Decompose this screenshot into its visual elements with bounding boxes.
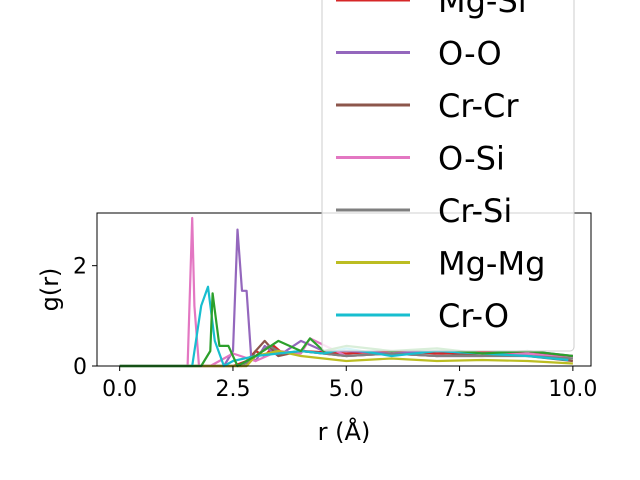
series-line-cr-o <box>119 285 569 368</box>
y-tick-label: 0 <box>73 355 87 380</box>
legend-entry-mg-mg: Mg-Mg <box>438 245 545 283</box>
y-axis-label: g(r) <box>36 268 64 312</box>
legend-entry-cr-o: Cr-O <box>438 297 509 335</box>
legend-entry-mg-si: Mg-Si <box>438 0 527 20</box>
x-tick-label: 0.0 <box>102 377 137 402</box>
legend-entry-cr-cr: Cr-Cr <box>438 87 519 125</box>
series-line-mg-mg <box>119 349 573 368</box>
x-tick-label: 7.5 <box>442 377 477 402</box>
axes: 0.0 2.5 5.0 7.5 10.0 0 2 r (Å) g(r) <box>36 212 597 446</box>
y-tick-label: 2 <box>73 255 87 280</box>
x-tick-label: 2.5 <box>215 377 250 402</box>
x-axis-label: r (Å) <box>318 417 371 446</box>
legend-entry-cr-si: Cr-Si <box>438 192 512 230</box>
legend: Mg-Si O-O Cr-Cr O-Si Cr-Si Mg-Mg Cr-O <box>321 0 575 352</box>
legend-entry-o-o: O-O <box>438 35 502 73</box>
x-tick-label: 5.0 <box>329 377 364 402</box>
legend-entry-o-si: O-Si <box>438 140 505 178</box>
x-tick-label: 10.0 <box>548 377 597 402</box>
plot-area <box>119 216 574 368</box>
